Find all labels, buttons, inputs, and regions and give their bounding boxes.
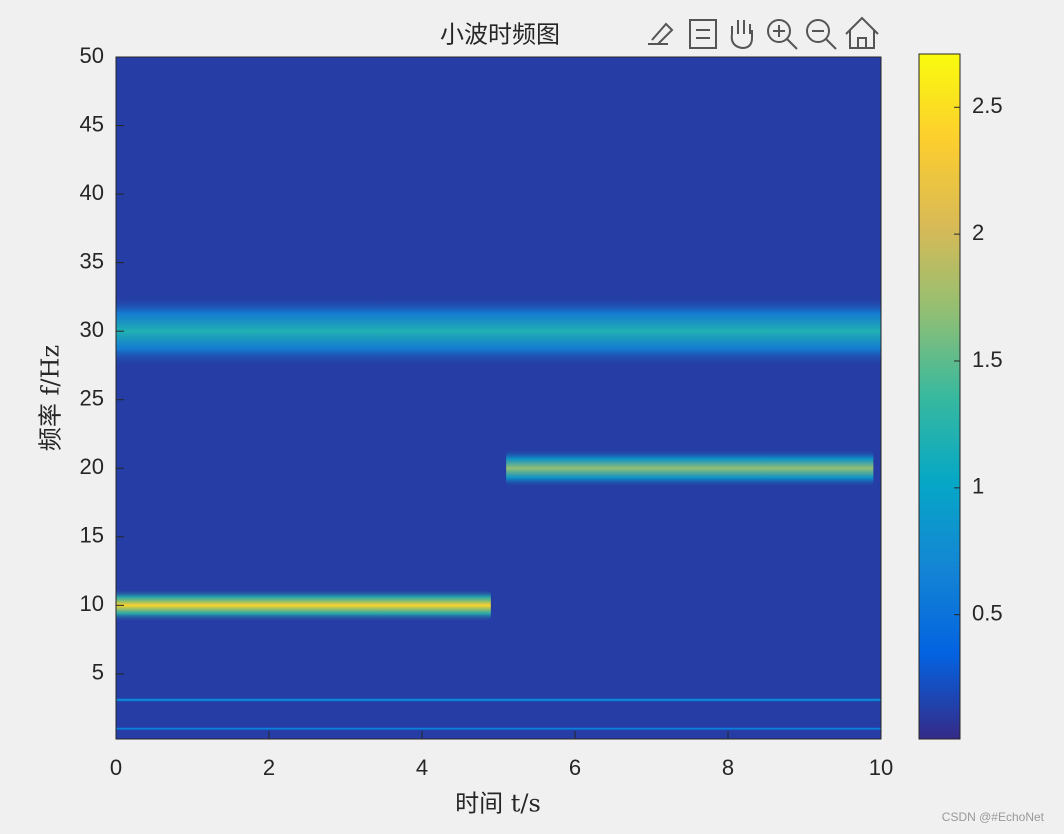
x-tick-label: 0 bbox=[110, 755, 122, 780]
x-tick-label: 10 bbox=[869, 755, 893, 780]
colorbar-tick-label: 0.5 bbox=[972, 600, 1003, 625]
y-tick-label: 50 bbox=[80, 43, 104, 68]
ridge bbox=[116, 697, 881, 702]
zoom-out-button[interactable] bbox=[806, 19, 837, 50]
x-tick-label: 8 bbox=[722, 755, 734, 780]
toolbar bbox=[648, 16, 879, 50]
ridge bbox=[116, 727, 881, 731]
axes-box bbox=[115, 56, 882, 740]
y-tick-label: 20 bbox=[80, 454, 104, 479]
colorbar-tick-label: 2 bbox=[972, 220, 984, 245]
y-tick-label: 30 bbox=[80, 317, 104, 342]
y-tick-label: 25 bbox=[80, 386, 104, 411]
ridge bbox=[116, 295, 881, 367]
pan-button[interactable] bbox=[730, 20, 753, 50]
datatip-button[interactable] bbox=[689, 19, 717, 49]
y-tick-label: 5 bbox=[92, 660, 104, 685]
colorbar bbox=[918, 53, 961, 740]
x-tick-label: 6 bbox=[569, 755, 581, 780]
ridge bbox=[506, 449, 874, 488]
zoom-in-button[interactable] bbox=[767, 19, 798, 50]
watermark: CSDN @#EchoNet bbox=[942, 810, 1045, 824]
colorbar-tick-label: 2.5 bbox=[972, 93, 1003, 118]
y-tick-label: 40 bbox=[80, 180, 104, 205]
plot-area bbox=[116, 57, 881, 739]
chart-title: 小波时频图 bbox=[440, 21, 560, 49]
y-tick-label: 35 bbox=[80, 248, 104, 273]
x-axis-label: 时间 t/s bbox=[455, 790, 541, 818]
y-tick-label: 45 bbox=[80, 111, 104, 136]
x-tick-label: 4 bbox=[416, 755, 428, 780]
colorbar-tick-label: 1 bbox=[972, 474, 984, 499]
x-tick-label: 2 bbox=[263, 755, 275, 780]
home-button[interactable] bbox=[845, 16, 879, 49]
brush-button[interactable] bbox=[648, 22, 674, 45]
colorbar-tick-label: 1.5 bbox=[972, 347, 1003, 372]
ridge bbox=[116, 588, 491, 622]
y-tick-label: 15 bbox=[80, 523, 104, 548]
y-tick-label: 10 bbox=[80, 591, 104, 616]
y-axis-label: 频率 f/Hz bbox=[37, 345, 65, 451]
heatmap-background bbox=[116, 57, 881, 739]
